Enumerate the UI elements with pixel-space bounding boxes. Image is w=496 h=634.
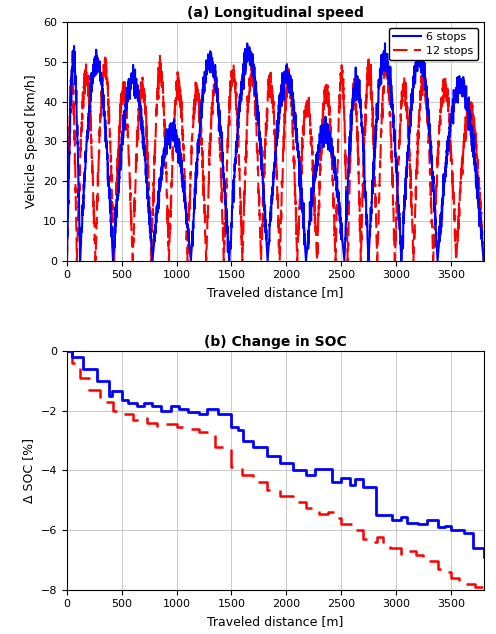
12 stops [481,257,487,264]
12 stops [276,226,282,234]
6 stops [64,347,70,355]
Line: 12 stops: 12 stops [67,351,484,590]
12 stops [90,164,96,171]
Y-axis label: Vehicle Speed [km/h]: Vehicle Speed [km/h] [25,75,38,208]
12 stops [250,479,256,486]
12 stops [64,347,70,355]
12 stops [185,424,190,431]
6 stops [382,39,388,47]
6 stops [64,257,70,264]
12 stops [157,50,163,58]
Line: 12 stops: 12 stops [67,54,484,261]
Legend: 6 stops, 12 stops: 6 stops, 12 stops [388,28,478,60]
Y-axis label: Δ SOC [%]: Δ SOC [%] [22,438,35,503]
12 stops [360,171,366,178]
12 stops [407,157,413,165]
Line: 6 stops: 6 stops [67,43,484,261]
6 stops [481,553,487,560]
12 stops [64,257,70,264]
6 stops [404,519,410,526]
6 stops [176,403,182,410]
6 stops [392,138,398,146]
Line: 6 stops: 6 stops [67,351,484,557]
6 stops [149,399,155,407]
6 stops [245,49,251,57]
6 stops [174,133,180,140]
12 stops [130,416,136,424]
6 stops [297,165,303,173]
Title: (b) Change in SOC: (b) Change in SOC [204,335,347,349]
12 stops [154,419,160,427]
12 stops [291,162,297,169]
12 stops [413,552,419,559]
6 stops [263,443,269,450]
6 stops [335,193,341,200]
X-axis label: Traveled distance [m]: Traveled distance [m] [207,286,343,299]
12 stops [481,586,487,593]
6 stops [125,399,131,407]
12 stops [303,498,309,505]
Title: (a) Longitudinal speed: (a) Longitudinal speed [187,6,364,20]
12 stops [349,119,355,127]
6 stops [481,257,487,264]
X-axis label: Traveled distance [m]: Traveled distance [m] [207,615,343,628]
6 stops [257,147,263,155]
6 stops [229,424,235,431]
